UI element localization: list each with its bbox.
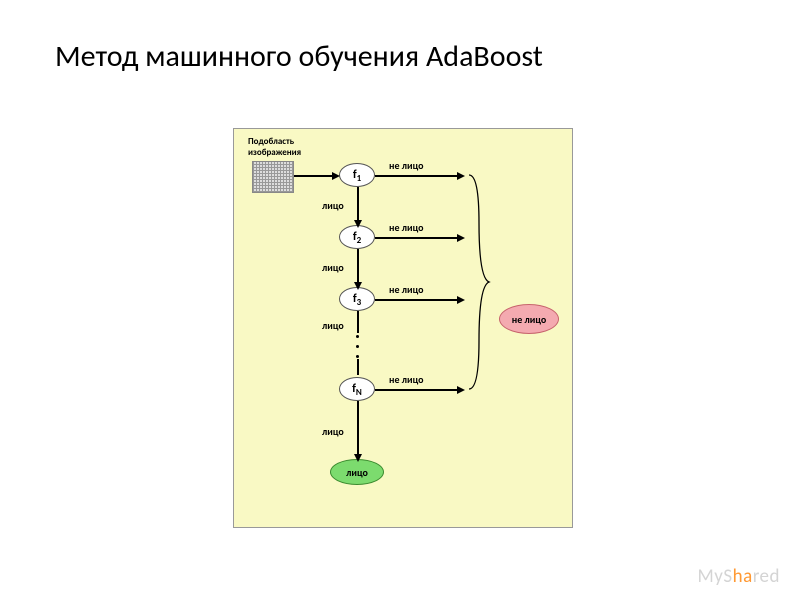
node-face: лицо [330, 459, 384, 485]
node-f2: f2 [339, 225, 375, 249]
node-fN: fN [339, 377, 375, 401]
edge-line [357, 401, 359, 456]
edge-label: не лицо [389, 221, 423, 234]
input-image-box [252, 161, 294, 193]
edge-label: не лицо [389, 159, 423, 172]
edge-label: не лицо [389, 283, 423, 296]
diagram-container: Подобластьизображения f1 f2 f3 fN лицо не лицо… [233, 128, 573, 528]
watermark-suffix: red [753, 565, 780, 588]
arrow-head-icon [457, 296, 465, 304]
edge-line [357, 187, 359, 222]
edge-label: лицо [322, 319, 344, 332]
edge-line [375, 299, 459, 301]
node-f1: f1 [339, 163, 375, 187]
node-f3: f3 [339, 287, 375, 311]
edge-line [357, 359, 359, 375]
input-label: Подобластьизображения [248, 137, 301, 159]
edge-line [294, 175, 334, 177]
edge-line [375, 237, 459, 239]
arrow-head-icon [354, 282, 362, 290]
brace-icon [467, 165, 507, 399]
arrow-head-icon [457, 386, 465, 394]
edge-line [357, 311, 359, 333]
edge-label: лицо [322, 425, 344, 438]
arrow-head-icon [332, 172, 340, 180]
edge-label: лицо [322, 261, 344, 274]
arrow-head-icon [457, 172, 465, 180]
watermark-accent: ha [733, 565, 753, 588]
page-title: Метод машинного обучения AdaBoost [55, 38, 543, 75]
arrow-head-icon [354, 220, 362, 228]
watermark-prefix: MyS [698, 565, 733, 588]
watermark: MyShared [698, 565, 780, 588]
arrow-head-icon [457, 234, 465, 242]
edge-line [375, 175, 459, 177]
edge-line [357, 249, 359, 284]
edge-line [375, 389, 459, 391]
node-notface: не лицо [499, 304, 559, 334]
ellipsis-dot [356, 335, 359, 338]
ellipsis-dot [356, 345, 359, 348]
edge-label: не лицо [389, 373, 423, 386]
edge-label: лицо [322, 199, 344, 212]
ellipsis-dot [356, 355, 359, 358]
arrow-head-icon [354, 454, 362, 462]
